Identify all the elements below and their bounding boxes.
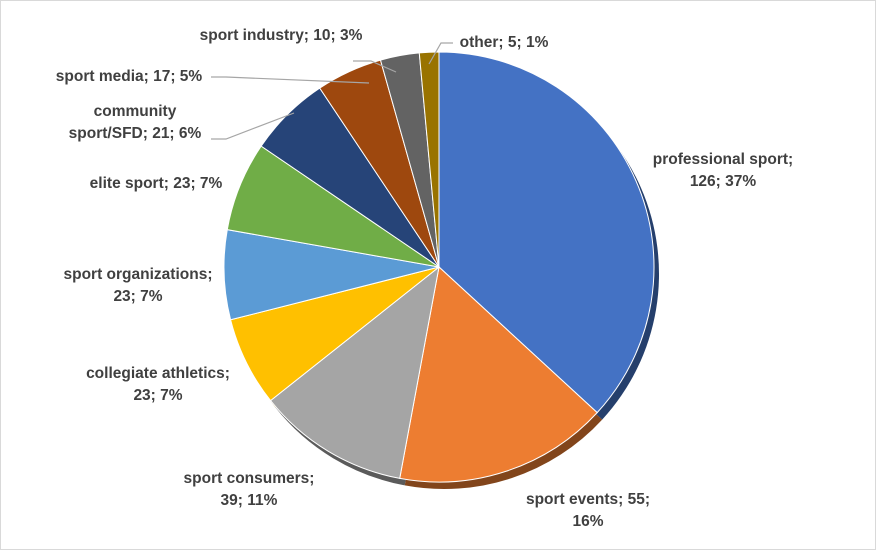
pie-slice-other: [418, 51, 440, 268]
data-label-sport-industry: sport industry; 10; 3%: [200, 27, 363, 44]
leader-line-sport-media: [211, 76, 370, 84]
data-label-sport-media: sport media; 17; 5%: [56, 68, 203, 85]
data-label-line: sport media; 17; 5%: [56, 68, 203, 85]
data-label-line: professional sport;: [653, 151, 793, 168]
data-label-line: 16%: [572, 513, 603, 530]
leader-line-other: [428, 42, 453, 65]
data-label-professional-sport: professional sport; 126; 37%: [653, 151, 793, 190]
data-label-sport-consumers: sport consumers; 39; 11%: [184, 470, 315, 509]
pie-slice-professional-sport: [438, 51, 655, 414]
data-label-community-sport-sfd: community sport/SFD; 21; 6%: [69, 103, 202, 142]
data-label-line: 39; 11%: [221, 492, 278, 509]
leader-lines: [211, 42, 453, 140]
data-label-line: other; 5; 1%: [460, 34, 549, 51]
data-label-line: sport organizations;: [64, 266, 213, 283]
data-labels: professional sport; 126; 37% sport events;…: [56, 27, 793, 530]
data-label-line: sport/SFD; 21; 6%: [69, 125, 202, 142]
data-label-line: 23; 7%: [133, 387, 182, 404]
data-label-line: 126; 37%: [690, 173, 757, 190]
leader-line-sport-industry: [353, 60, 397, 73]
pie-slice-sport-events: [399, 266, 598, 483]
data-label-line: sport events; 55;: [526, 491, 650, 508]
data-label-line: sport consumers;: [184, 470, 315, 487]
data-label-elite-sport: elite sport; 23; 7%: [90, 175, 223, 192]
data-label-line: elite sport; 23; 7%: [90, 175, 223, 192]
data-label-sport-organizations: sport organizations; 23; 7%: [64, 266, 213, 305]
data-label-line: collegiate athletics;: [86, 365, 230, 382]
data-label-collegiate-athletics: collegiate athletics; 23; 7%: [86, 365, 230, 404]
leader-line-community-sport-sfd: [211, 112, 295, 140]
pie-slices: [223, 51, 655, 483]
data-label-line: 23; 7%: [113, 288, 162, 305]
data-label-other: other; 5; 1%: [460, 34, 549, 51]
data-label-sport-events: sport events; 55; 16%: [526, 491, 650, 530]
pie-slice-sport-consumers: [269, 265, 440, 479]
data-label-line: sport industry; 10; 3%: [200, 27, 363, 44]
data-label-line: community: [94, 103, 177, 120]
